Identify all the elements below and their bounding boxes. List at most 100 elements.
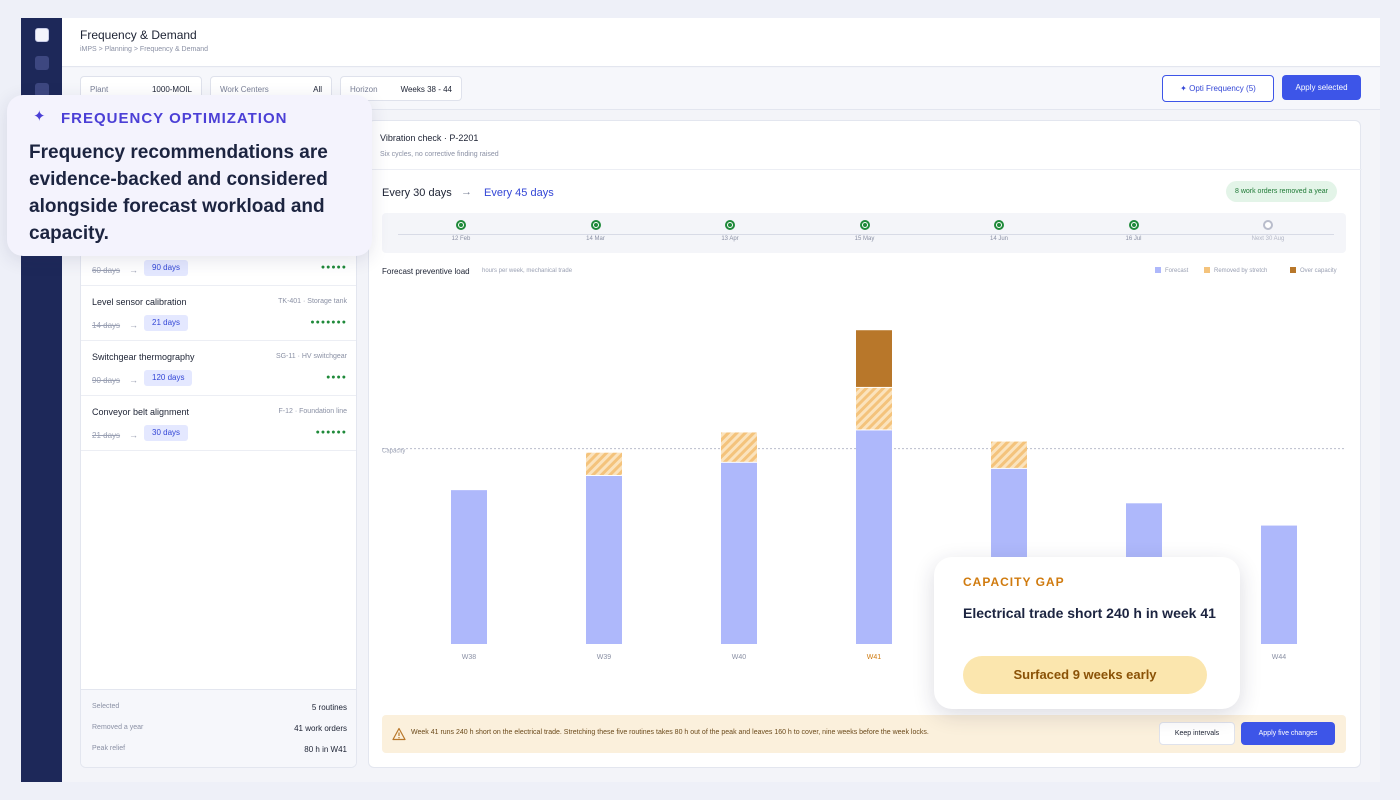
frequency-optimization-callout: ✦ FREQUENCY OPTIMIZATION Frequency recom… (7, 95, 372, 256)
routine-new-interval: 21 days (144, 315, 189, 331)
confidence-dots: ●●●●●●● (310, 319, 347, 326)
routine-new-interval: 90 days (144, 260, 189, 276)
bar-removed-by-stretch (856, 387, 892, 430)
routine-old-interval: 60 days (92, 266, 121, 275)
bar-forecast (1261, 525, 1297, 644)
legend-swatch (1155, 267, 1161, 273)
main-content: Frequency & Demand iMPS > Planning > Fre… (62, 18, 1380, 782)
timeline-date-label: 15 May (854, 236, 875, 242)
opti-frequency-button[interactable]: ✦ Opti Frequency (5) (1162, 75, 1274, 102)
summary-removed-label: Removed a year (92, 724, 144, 731)
callout-body: Frequency recommendations are evidence-b… (29, 142, 328, 244)
page-title: Frequency & Demand (80, 28, 197, 42)
horizon-filter-value: Weeks 38 - 44 (400, 85, 452, 94)
capacity-gap-card: CAPACITY GAP Electrical trade short 240 … (934, 557, 1240, 709)
keep-intervals-button[interactable]: Keep intervals (1159, 722, 1235, 745)
load-chart-svg: CapacityW38W39W40W41W42W43W44 (382, 330, 1344, 661)
workcenters-filter-value: All (313, 85, 322, 94)
timeline-node (590, 220, 601, 230)
detail-subtitle: Six cycles, no corrective finding raised (380, 151, 499, 158)
sparkle-icon: ✦ (33, 108, 46, 125)
x-tick-label: W38 (462, 654, 477, 661)
sidebar-home-icon[interactable] (35, 28, 49, 42)
timeline-date-label: 13 Apr (721, 236, 739, 242)
apply-selected-button[interactable]: Apply selected (1282, 75, 1361, 100)
divider (369, 169, 1362, 170)
plant-filter-label: Plant (90, 85, 109, 94)
confidence-dots: ●●●● (326, 374, 347, 381)
routine-name: Switchgear thermography (92, 352, 195, 362)
summary-selected-value: 5 routines (311, 703, 347, 712)
confidence-dots: ●●●●●● (315, 429, 347, 436)
horizon-filter[interactable]: Horizon Weeks 38 - 44 (340, 76, 462, 101)
routine-row[interactable]: Conveyor belt alignment F-12 · Foundatio… (81, 396, 356, 451)
x-tick-label: W39 (597, 654, 612, 661)
sparkle-icon: ✦ (1180, 84, 1190, 93)
warning-text: Week 41 runs 240 h short on the electric… (411, 729, 929, 736)
arrow-right-icon: → (461, 186, 472, 198)
x-tick-label: W44 (1272, 654, 1287, 661)
routine-row[interactable]: 60 days → 90 days ●●●●● (81, 231, 356, 286)
apply-five-changes-button[interactable]: Apply five changes (1241, 722, 1335, 745)
routine-old-interval: 21 days (92, 431, 121, 440)
recommended-frequency: Every 45 days (484, 187, 554, 199)
routine-asset: F-12 · Foundation line (278, 408, 347, 415)
gap-body: Electrical trade short 240 h in week 41 (963, 605, 1216, 621)
cycle-timeline: 12 Feb 14 Mar 13 Apr 15 May 14 Jun 16 Jul Next… (382, 213, 1346, 253)
bar-removed-by-stretch (721, 432, 757, 462)
chart-subtitle: hours per week, mechanical trade (482, 268, 573, 274)
routine-row[interactable]: Level sensor calibration TK-401 · Storag… (81, 286, 356, 341)
timeline-track (398, 234, 1334, 235)
load-chart: CapacityW38W39W40W41W42W43W44 (369, 281, 1362, 713)
arrow-right-icon: → (129, 430, 138, 440)
summary-removed: Removed a year 41 work orders (92, 724, 347, 733)
timeline-date-label: 14 Mar (586, 236, 605, 242)
routine-name: Conveyor belt alignment (92, 407, 190, 417)
detail-title: Vibration check · P-2201 (380, 133, 479, 143)
timeline-date-label: 14 Jun (989, 236, 1008, 242)
bar-removed-by-stretch (586, 452, 622, 475)
timeline-date-label: Next 30 Aug (1251, 236, 1285, 242)
confidence-dots: ●●●●● (320, 264, 347, 271)
routine-new-interval: 120 days (144, 370, 193, 386)
summary-relief-label: Peak relief (92, 745, 126, 752)
current-frequency: Every 30 days (382, 187, 452, 199)
bar-over-capacity (856, 330, 892, 387)
timeline-node (994, 220, 1004, 230)
gap-heading: CAPACITY GAP (963, 575, 1065, 589)
timeline-node (859, 220, 870, 230)
bar-forecast (586, 475, 622, 644)
routine-row[interactable]: Switchgear thermography SG-11 · HV switc… (81, 341, 356, 396)
x-tick-label: W41 (867, 654, 882, 661)
timeline-date-label: 12 Feb (451, 236, 471, 242)
legend-swatch (1204, 267, 1210, 273)
bar-forecast (856, 430, 892, 644)
selection-summary: Selected 5 routines Removed a year 41 wo… (81, 689, 356, 767)
callout-heading: FREQUENCY OPTIMIZATION (61, 110, 288, 127)
legend-over-capacity: Over capacity (1290, 267, 1337, 274)
bar-removed-by-stretch (991, 441, 1027, 468)
routine-name: Level sensor calibration (92, 297, 187, 307)
timeline-node (456, 220, 466, 230)
sidebar-nav-icon[interactable] (35, 83, 49, 97)
timeline-date-label: 16 Jul (1125, 236, 1142, 242)
routine-old-interval: 90 days (92, 376, 121, 385)
timeline-node (1263, 220, 1273, 230)
chart-title: Forecast preventive load (382, 267, 470, 276)
arrow-right-icon: → (129, 375, 138, 385)
plant-filter-value: 1000-MOIL (151, 85, 192, 94)
capacity-label: Capacity (382, 449, 405, 455)
summary-removed-value: 41 work orders (294, 724, 347, 733)
legend-removed: Removed by stretch (1204, 267, 1267, 274)
arrow-right-icon: → (129, 320, 138, 330)
opti-frequency-label: Opti Frequency (5) (1189, 84, 1256, 93)
legend-swatch (1290, 267, 1296, 273)
bar-forecast (721, 462, 757, 644)
arrow-right-icon: → (129, 265, 138, 275)
legend-forecast: Forecast (1155, 267, 1188, 274)
warning-banner: Week 41 runs 240 h short on the electric… (382, 715, 1346, 753)
sidebar-nav-icon[interactable] (35, 56, 49, 70)
x-tick-label: W40 (732, 654, 747, 661)
horizon-filter-label: Horizon (350, 85, 378, 94)
workcenters-filter-label: Work Centers (220, 85, 269, 94)
